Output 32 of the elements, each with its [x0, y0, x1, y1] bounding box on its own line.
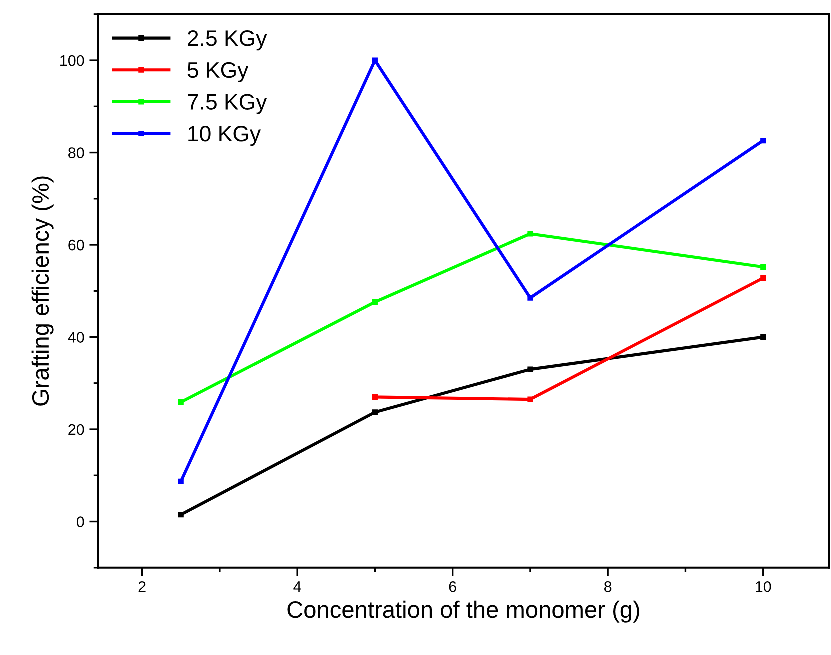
point: [372, 410, 378, 416]
point: [760, 334, 766, 340]
point: [528, 231, 534, 237]
point: [760, 264, 766, 270]
x-tick-label: 6: [449, 581, 456, 592]
x-tick-label: 4: [294, 582, 302, 592]
y-tick-label: 20: [68, 424, 84, 436]
y-axis-title: Grafting efficiency (%): [32, 176, 54, 406]
point: [178, 400, 184, 406]
legend-label: 5 KGy: [188, 62, 249, 83]
x-tick-label: 10: [756, 581, 772, 592]
point: [178, 478, 184, 484]
x-tick-label: 2: [138, 581, 146, 592]
point: [372, 299, 378, 305]
y-tick-label: 100: [60, 55, 84, 66]
point: [760, 275, 766, 282]
point: [760, 138, 766, 144]
x-axis-title: Concentration of the monomer (g): [288, 600, 640, 623]
legend-label: 10 KGy: [188, 126, 262, 146]
legend-label: 2.5 KGy: [188, 30, 268, 51]
y-tick-label: 80: [68, 148, 84, 158]
point: [528, 295, 534, 301]
y-tick-label: 60: [68, 240, 84, 251]
point: [528, 366, 534, 372]
point: [372, 58, 378, 64]
point: [372, 394, 378, 400]
y-tick-label: 40: [68, 332, 84, 343]
legend-label: 7.5 KGy: [188, 94, 268, 114]
y-tick-label: 0: [76, 516, 84, 528]
point: [178, 512, 184, 518]
point: [528, 396, 534, 402]
x-tick-label: 8: [604, 581, 612, 592]
